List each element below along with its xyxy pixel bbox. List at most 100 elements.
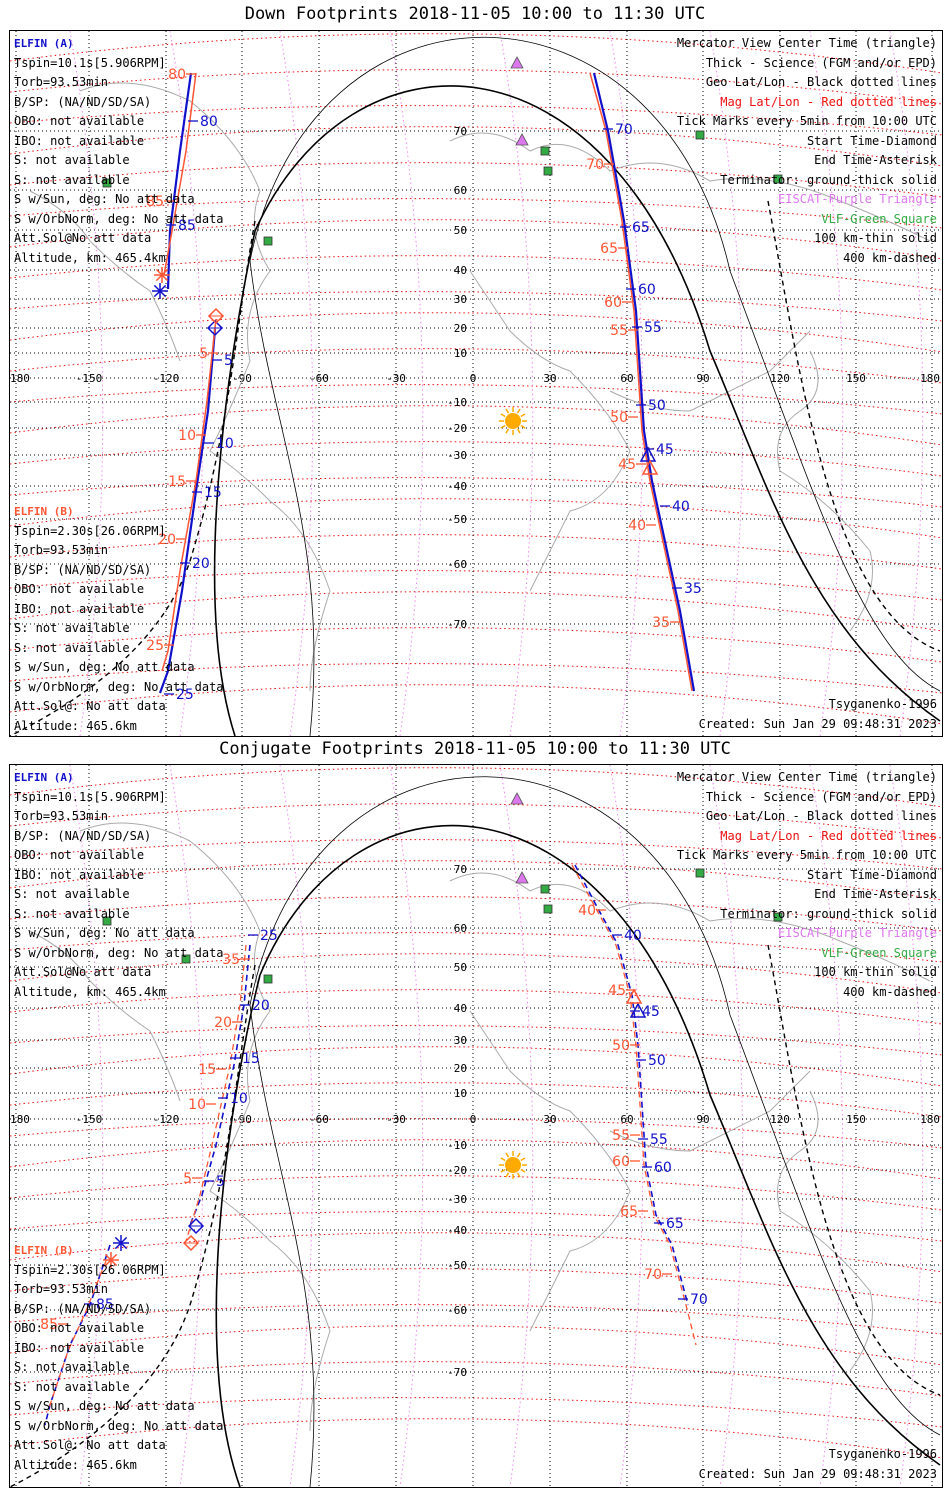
sun-ray	[505, 1172, 510, 1178]
panel-title-conjugate: Conjugate Footprints 2018-11-05 10:00 to…	[219, 739, 731, 759]
legend-item: Mercator View Center Time (triangle)	[676, 770, 937, 784]
elfin-a-tick-label: 85	[178, 218, 196, 234]
elfin-a-tick-label: 25	[176, 687, 194, 703]
coastline	[79, 82, 331, 692]
lat-label: 50	[454, 224, 467, 237]
elfin-b-tick-label: 45	[608, 983, 626, 999]
mag-lat-line	[10, 1418, 942, 1459]
sun-ray	[500, 413, 506, 418]
elfin-a-tick-label: 15	[242, 1051, 260, 1067]
elfin-b-tick-label: 65	[600, 241, 618, 257]
mag-lat-line	[10, 1232, 942, 1273]
info-line: Altitude: 465.6km	[14, 1457, 137, 1472]
info-line: S: not available	[14, 172, 130, 187]
elfin-b-tick-label: 50	[610, 410, 628, 426]
satellite-name: ELFIN (B)	[14, 1244, 74, 1257]
terminator-ground	[215, 974, 261, 1487]
mag-lat-line	[10, 534, 942, 570]
lat-label: -30	[447, 449, 467, 462]
lat-label: 20	[454, 322, 467, 335]
elfin-b-tick-label: 70	[644, 1267, 662, 1283]
info-line: OBO: not available	[14, 1321, 145, 1335]
coastline	[29, 930, 181, 1102]
legend-item: Thick - Science (FGM and/or EPD)	[705, 789, 937, 804]
sun-ray	[500, 1168, 506, 1173]
eiscat-triangle	[515, 871, 529, 884]
lon-label: 180	[10, 1113, 30, 1126]
elfin-a-tick-label: 10	[230, 1091, 248, 1107]
terminator-400km	[767, 944, 941, 1396]
sun-ray	[505, 408, 510, 414]
vlf-square	[540, 146, 550, 156]
lat-label: -50	[447, 1259, 467, 1272]
sun-ray	[520, 1157, 526, 1162]
mag-lon-line	[889, 765, 924, 1487]
mag-lat-line	[10, 384, 942, 415]
legend-item: Geo Lat/Lon - Black dotted lines	[705, 75, 937, 89]
info-line: B/SP: (NA/ND/SD/SA)	[14, 562, 152, 577]
elfin-b-tick-label: 85	[146, 194, 164, 210]
terminator-100km	[249, 260, 315, 736]
info-line: S w/OrbNorm, deg: No att data	[14, 679, 224, 694]
elfin-a-tick-label: 60	[638, 282, 656, 298]
lon-label: -60	[309, 1113, 329, 1126]
elfin-b-tick-label: 5	[183, 1171, 192, 1187]
vlf-square	[102, 178, 112, 188]
terminator-ground	[254, 85, 941, 722]
elfin-a-tick-label: 60	[654, 1160, 672, 1176]
sun-icon	[505, 413, 521, 429]
mag-lat-line	[10, 1268, 942, 1304]
elfin-b-info: ELFIN (B) Tspin=2.30s[26.06RPM] Torb=93.53…	[14, 502, 224, 736]
terminator-100km	[249, 776, 941, 1436]
legend-item: VLF-Green Square	[821, 945, 937, 960]
info-line: S w/Sun, deg: No att data	[14, 926, 195, 940]
info-line: Torb=93.53min	[14, 543, 108, 557]
elfin-a-tick-label: 40	[672, 499, 690, 515]
info-line: S: not available	[14, 887, 130, 901]
mag-lat-line	[10, 498, 942, 539]
panel-title-down: Down Footprints 2018-11-05 10:00 to 11:3…	[244, 4, 706, 24]
elfin-b-tick-label: 65	[620, 1204, 638, 1220]
lon-label: -90	[232, 372, 252, 385]
center-triangle-b	[625, 988, 643, 1004]
elfin-b-tick-label: 5	[199, 346, 208, 362]
vlf-square	[695, 130, 705, 140]
info-line: Altitude, km: 465.4km	[14, 984, 166, 999]
down-footprints-map: 70 60 50 40 30 20 10 -10 -20 -30 -40 -50 -60 -70 180 -1…	[9, 30, 943, 737]
mag-lat-line	[10, 860, 942, 901]
sun-ray	[500, 424, 506, 429]
info-line: B/SP: (NA/ND/SD/SA)	[14, 1301, 152, 1316]
lat-label: 50	[454, 961, 467, 974]
mag-lat-line	[10, 1325, 942, 1366]
legend-item: End Time-Asterisk	[814, 887, 937, 901]
sun-ray	[505, 1152, 510, 1158]
lon-label: -30	[386, 372, 406, 385]
info-line: S: not available	[14, 621, 130, 635]
lon-label: 120	[770, 372, 790, 385]
legend-item: Start Time-Diamond	[806, 867, 937, 882]
eiscat-triangle	[510, 792, 524, 805]
info-line: S w/Sun, deg: No att data	[14, 1399, 195, 1413]
elfin-b-tick-label: 60	[612, 1154, 630, 1170]
elfin-a-tick-label: 20	[192, 556, 210, 572]
mag-lat-line	[10, 348, 942, 384]
lon-label: 60	[620, 372, 633, 385]
mag-lon-line	[499, 765, 534, 1487]
credits: Tsyganenko-1996 Created: Sun Jan 29 09:4…	[699, 1445, 937, 1484]
elfin-b-tick-label: 55	[610, 323, 628, 339]
lon-label: 90	[696, 372, 709, 385]
elfin-a-track	[592, 72, 696, 692]
info-line: IBO: not available	[14, 601, 145, 616]
elfin-b-tick-label: 25	[146, 638, 164, 654]
sun-ray	[520, 1168, 526, 1173]
elfin-a-info: ELFIN (A) Tspin=10.1s[5.906RPM] Torb=93.53…	[14, 34, 224, 268]
mag-lat-line	[10, 767, 942, 808]
mag-lat-line	[10, 1025, 942, 1056]
sun-ray	[516, 1152, 521, 1158]
lat-label: -20	[447, 422, 467, 435]
elfin-a-track	[166, 72, 193, 290]
elfin-a-tick-label: 80	[200, 114, 218, 130]
lat-label: -70	[447, 1366, 467, 1379]
info-line: S: not available	[14, 1360, 130, 1374]
